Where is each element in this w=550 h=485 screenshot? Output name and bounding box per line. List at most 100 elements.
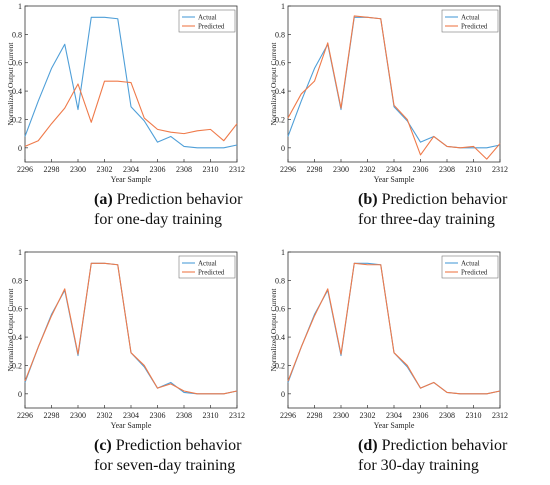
y-tick-label: 0.6 — [275, 305, 285, 314]
chart-c: 2296 2298 2300 2302 2304 2306 2308 2310 2312 0 0.2… — [6, 248, 245, 430]
y-tick-label: 0 — [18, 390, 22, 399]
legend-entry: Predicted — [461, 269, 488, 277]
x-tick-label: 2306 — [150, 165, 166, 174]
caption-c: (c) Prediction behavior for seven-day tr… — [94, 436, 314, 476]
x-tick-label: 2308 — [176, 165, 192, 174]
x-tick-label: 2308 — [439, 411, 455, 420]
caption-line2: for seven-day training — [94, 457, 236, 474]
x-axis-label: Year Sample — [374, 175, 415, 184]
y-tick-label: 0.6 — [275, 59, 285, 68]
y-tick-label: 0 — [281, 144, 285, 153]
caption-b: (b) Prediction behavior for three-day tr… — [358, 190, 550, 230]
x-tick-label: 2310 — [203, 165, 219, 174]
x-tick-label: 2296 — [280, 165, 296, 174]
caption-line1: Prediction behavior — [381, 437, 508, 454]
x-tick-label: 2304 — [123, 165, 139, 174]
series-line-predicted — [24, 262, 238, 395]
y-tick-label: 0.4 — [12, 333, 22, 342]
legend-entry: Predicted — [198, 269, 225, 277]
y-tick-label: 0 — [281, 390, 285, 399]
x-tick-label: 2310 — [466, 165, 482, 174]
x-tick-label: 2300 — [333, 165, 349, 174]
x-tick-label: 2298 — [44, 165, 60, 174]
series-line-predicted — [287, 262, 501, 395]
x-tick-label: 2302 — [97, 165, 113, 174]
x-tick-label: 2310 — [466, 411, 482, 420]
y-axis-label: Normalized Output Current — [269, 288, 278, 372]
caption-line1: Prediction behavior — [381, 191, 508, 208]
chart-d: 2296 2298 2300 2302 2304 2306 2308 2310 2312 0 0.2… — [269, 248, 508, 430]
x-tick-label: 2312 — [229, 165, 245, 174]
legend-entry: Predicted — [461, 23, 488, 31]
caption-line2: for 30-day training — [358, 457, 479, 474]
x-tick-label: 2308 — [176, 411, 192, 420]
chart-a: 2296 2298 2300 2302 2304 2306 2308 2310 2312 0 0.2… — [6, 2, 245, 184]
y-tick-label: 1 — [18, 2, 22, 11]
y-axis-label: Normalized Output Current — [269, 42, 278, 126]
x-tick-label: 2312 — [492, 165, 508, 174]
chart-b: 2296 2298 2300 2302 2304 2306 2308 2310 2312 0 0.2… — [269, 2, 508, 184]
x-tick-label: 2296 — [17, 165, 33, 174]
y-tick-label: 0.4 — [275, 333, 285, 342]
x-tick-label: 2310 — [203, 411, 219, 420]
x-tick-label: 2300 — [70, 165, 86, 174]
x-tick-label: 2312 — [492, 411, 508, 420]
x-axis-label: Year Sample — [111, 175, 152, 184]
y-tick-label: 0.6 — [12, 305, 22, 314]
x-tick-label: 2298 — [307, 411, 323, 420]
y-axis-label: Normalized Output Current — [6, 288, 15, 372]
caption-label: (d) — [358, 437, 378, 454]
y-tick-label: 1 — [281, 2, 285, 11]
y-tick-label: 0.2 — [275, 361, 285, 370]
caption-line2: for one-day training — [94, 211, 222, 228]
x-axis-label: Year Sample — [374, 421, 415, 430]
series-line-actual — [287, 16, 501, 149]
x-tick-label: 2296 — [17, 411, 33, 420]
caption-label: (c) — [94, 437, 112, 454]
x-tick-label: 2304 — [386, 165, 402, 174]
series-line-predicted — [24, 80, 238, 147]
y-tick-label: 0.6 — [12, 59, 22, 68]
x-tick-label: 2302 — [360, 165, 376, 174]
x-axis-label: Year Sample — [111, 421, 152, 430]
y-tick-label: 0.2 — [12, 115, 22, 124]
y-tick-label: 0.2 — [275, 115, 285, 124]
caption-label: (b) — [358, 191, 378, 208]
y-tick-label: 0.2 — [12, 361, 22, 370]
x-tick-label: 2300 — [333, 411, 349, 420]
caption-line1: Prediction behavior — [115, 437, 242, 454]
x-tick-label: 2302 — [360, 411, 376, 420]
x-tick-label: 2300 — [70, 411, 86, 420]
series-line-actual — [24, 16, 238, 149]
y-tick-label: 0.4 — [275, 87, 285, 96]
x-tick-label: 2302 — [97, 411, 113, 420]
legend-entry: Actual — [198, 260, 217, 268]
y-tick-label: 0.8 — [12, 30, 22, 39]
x-tick-label: 2308 — [439, 165, 455, 174]
series-line-actual — [24, 262, 238, 395]
caption-a: (a) Prediction behavior for one-day trai… — [94, 190, 314, 230]
legend-entry: Actual — [461, 260, 480, 268]
x-tick-label: 2298 — [44, 411, 60, 420]
x-tick-label: 2296 — [280, 411, 296, 420]
legend-entry: Predicted — [198, 23, 225, 31]
y-tick-label: 1 — [281, 248, 285, 257]
caption-d: (d) Prediction behavior for 30-day train… — [358, 436, 550, 476]
y-tick-label: 0.8 — [275, 276, 285, 285]
x-tick-label: 2306 — [413, 165, 429, 174]
y-tick-label: 0.8 — [275, 30, 285, 39]
caption-line1: Prediction behavior — [116, 191, 243, 208]
y-tick-label: 1 — [18, 248, 22, 257]
y-axis-label: Normalized Output Current — [6, 42, 15, 126]
y-tick-label: 0.8 — [12, 276, 22, 285]
y-tick-label: 0 — [18, 144, 22, 153]
x-tick-label: 2298 — [307, 165, 323, 174]
caption-label: (a) — [94, 191, 113, 208]
x-tick-label: 2304 — [386, 411, 402, 420]
x-tick-label: 2304 — [123, 411, 139, 420]
series-line-actual — [287, 262, 501, 395]
x-tick-label: 2312 — [229, 411, 245, 420]
x-tick-label: 2306 — [150, 411, 166, 420]
